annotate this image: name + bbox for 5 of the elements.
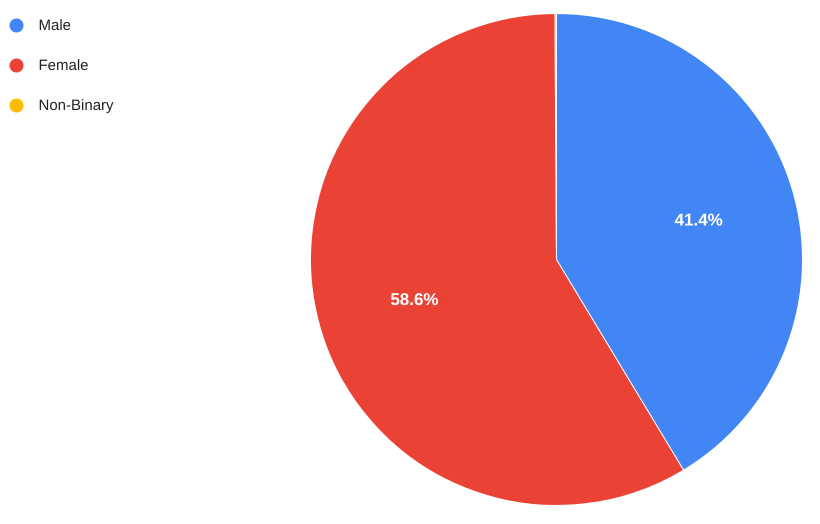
legend-label: Female (38, 57, 89, 74)
legend-label: Male (38, 17, 72, 34)
legend-label: Non-Binary (38, 97, 114, 114)
data-label: 58.6% (390, 290, 439, 310)
data-label: 41.4% (674, 210, 723, 230)
